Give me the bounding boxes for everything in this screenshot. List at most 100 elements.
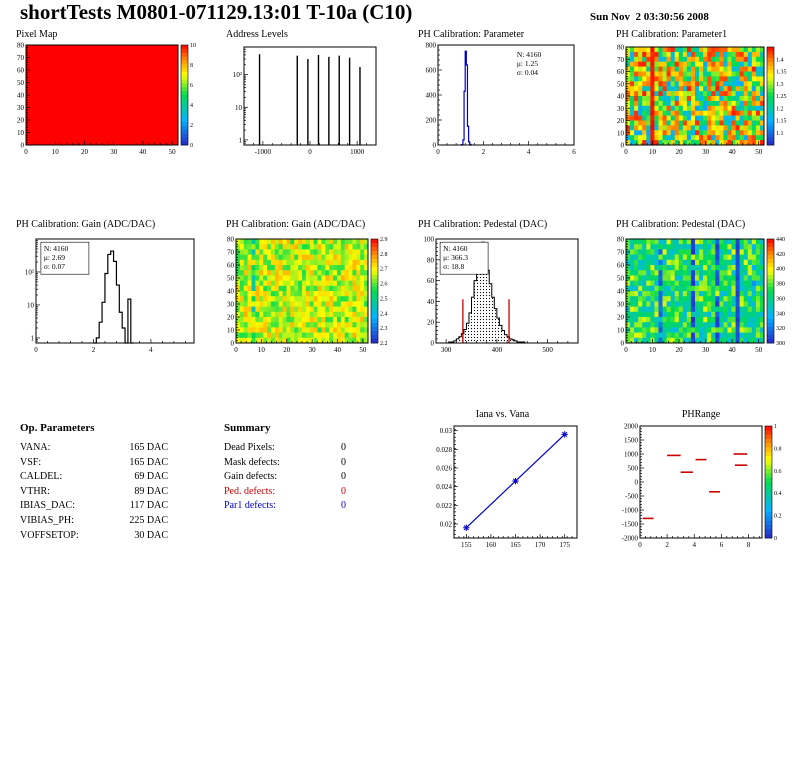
svg-text:80: 80 bbox=[227, 236, 235, 244]
svg-text:-1000: -1000 bbox=[255, 148, 272, 156]
svg-text:0.2: 0.2 bbox=[774, 514, 782, 520]
pedestal-map-title: PH Calibration: Pedestal (DAC) bbox=[616, 219, 746, 230]
svg-text:1500: 1500 bbox=[624, 437, 639, 445]
svg-text:2: 2 bbox=[665, 541, 669, 549]
svg-text:0.6: 0.6 bbox=[774, 469, 782, 475]
svg-text:40: 40 bbox=[227, 288, 235, 296]
svg-text:200: 200 bbox=[426, 117, 437, 125]
svg-text:20: 20 bbox=[427, 319, 435, 327]
ph-parameter1-title: PH Calibration: Parameter1 bbox=[616, 29, 728, 40]
svg-text:N: 4160: N: 4160 bbox=[44, 244, 69, 253]
op-parameter-label: VSF: bbox=[20, 456, 42, 468]
svg-text:60: 60 bbox=[617, 262, 625, 270]
panel-pedestal-histogram: PH Calibration: Pedestal (DAC) 300 400 500… bbox=[410, 218, 588, 358]
svg-text:μ: 366.3: μ: 366.3 bbox=[443, 253, 468, 262]
svg-text:μ: 2.69: μ: 2.69 bbox=[44, 253, 65, 262]
svg-text:6: 6 bbox=[572, 148, 576, 156]
svg-text:20: 20 bbox=[617, 117, 625, 125]
svg-text:30: 30 bbox=[110, 148, 118, 156]
op-parameter-value: 30 DAC bbox=[134, 529, 168, 541]
svg-text:60: 60 bbox=[617, 68, 625, 76]
svg-text:30: 30 bbox=[309, 346, 317, 354]
summary-label: Gain defects: bbox=[224, 471, 278, 483]
svg-text:0: 0 bbox=[774, 536, 777, 542]
svg-text:70: 70 bbox=[617, 56, 625, 64]
summary-title: Summary bbox=[224, 422, 271, 434]
svg-text:2.2: 2.2 bbox=[380, 341, 388, 347]
svg-text:-1000: -1000 bbox=[622, 507, 639, 515]
svg-text:σ: 0.07: σ: 0.07 bbox=[44, 262, 65, 271]
svg-text:50: 50 bbox=[755, 346, 763, 354]
svg-text:420: 420 bbox=[776, 252, 785, 258]
svg-text:1000: 1000 bbox=[624, 451, 639, 459]
svg-text:50: 50 bbox=[17, 79, 25, 87]
svg-text:0: 0 bbox=[234, 346, 238, 354]
svg-text:0: 0 bbox=[431, 340, 435, 348]
op-parameter-row: VANA: 165 DAC bbox=[20, 441, 168, 456]
svg-text:4: 4 bbox=[527, 148, 531, 156]
svg-text:0: 0 bbox=[621, 142, 625, 150]
svg-text:165: 165 bbox=[510, 541, 521, 549]
pedestal-heatmap: 440 420 400 380 360 340 320 300 0 10 20 30 40 50 0 10 20… bbox=[617, 236, 785, 355]
op-parameter-row: VIBIAS_PH: 225 DAC bbox=[20, 514, 168, 529]
svg-text:40: 40 bbox=[729, 346, 737, 354]
svg-text:0: 0 bbox=[436, 148, 440, 156]
summary-row-par1-defects: Par1 defects: 0 bbox=[224, 499, 346, 514]
panel-summary: Summary Dead Pixels: 0 Mask defects: 0 Gai… bbox=[224, 422, 346, 514]
svg-text:2: 2 bbox=[482, 148, 486, 156]
svg-text:60: 60 bbox=[427, 277, 435, 285]
op-parameter-value: 165 DAC bbox=[129, 442, 168, 453]
svg-text:1: 1 bbox=[774, 424, 777, 430]
svg-text:60: 60 bbox=[227, 262, 235, 270]
pedestal-histogram-title: PH Calibration: Pedestal (DAC) bbox=[418, 219, 548, 230]
address-levels-title: Address Levels bbox=[226, 29, 288, 40]
svg-text:40: 40 bbox=[427, 298, 435, 306]
op-parameter-label: VOFFSETOP: bbox=[20, 529, 79, 541]
svg-text:0.03: 0.03 bbox=[440, 427, 453, 435]
svg-text:500: 500 bbox=[542, 346, 553, 354]
svg-text:0: 0 bbox=[190, 143, 193, 149]
svg-text:80: 80 bbox=[617, 236, 625, 244]
op-parameter-label: VTHR: bbox=[20, 485, 50, 497]
svg-text:500: 500 bbox=[628, 465, 639, 473]
svg-text:30: 30 bbox=[17, 104, 25, 112]
op-parameter-label: VANA: bbox=[20, 442, 51, 453]
svg-text:50: 50 bbox=[227, 275, 235, 283]
svg-text:6: 6 bbox=[720, 541, 724, 549]
svg-text:2000: 2000 bbox=[624, 423, 639, 431]
svg-text:40: 40 bbox=[617, 288, 625, 296]
summary-row-ped-defects: Ped. defects: 0 bbox=[224, 485, 346, 500]
svg-text:0: 0 bbox=[624, 148, 628, 156]
svg-text:4: 4 bbox=[190, 103, 193, 109]
svg-text:70: 70 bbox=[617, 249, 625, 257]
summary-value: 0 bbox=[341, 471, 346, 483]
svg-text:0: 0 bbox=[21, 142, 25, 150]
svg-text:1.1: 1.1 bbox=[776, 131, 784, 137]
summary-label: Par1 defects: bbox=[224, 500, 276, 512]
svg-text:6: 6 bbox=[190, 83, 193, 89]
svg-text:170: 170 bbox=[535, 541, 546, 549]
svg-text:1: 1 bbox=[239, 136, 243, 144]
summary-value: 0 bbox=[341, 500, 346, 512]
svg-text:0: 0 bbox=[34, 346, 38, 354]
op-parameter-label: CALDEL: bbox=[20, 471, 63, 483]
svg-text:10: 10 bbox=[190, 43, 196, 49]
svg-text:50: 50 bbox=[617, 275, 625, 283]
svg-text:2.6: 2.6 bbox=[380, 282, 388, 288]
svg-text:50: 50 bbox=[755, 148, 763, 156]
svg-text:2.9: 2.9 bbox=[380, 237, 388, 243]
svg-text:800: 800 bbox=[426, 42, 437, 50]
svg-text:400: 400 bbox=[776, 267, 785, 273]
panel-iana-vs-vana: Iana vs. Vana 155 160 165 170 175 0.02 0.022 0.… bbox=[420, 408, 585, 553]
summary-row-mask-defects: Mask defects: 0 bbox=[224, 456, 346, 471]
panel-ph-parameter: PH Calibration: Parameter 0 2 4 6 0 200 400 600… bbox=[410, 28, 582, 160]
svg-text:-500: -500 bbox=[625, 493, 638, 501]
panel-pedestal-map: PH Calibration: Pedestal (DAC) 440 420 400… bbox=[608, 218, 794, 358]
svg-text:10: 10 bbox=[227, 327, 235, 335]
svg-text:30: 30 bbox=[702, 148, 710, 156]
svg-text:10²: 10² bbox=[25, 268, 34, 276]
pixel-map-title: Pixel Map bbox=[16, 29, 58, 40]
op-parameter-value: 69 DAC bbox=[134, 471, 168, 483]
svg-text:0.02: 0.02 bbox=[440, 521, 453, 529]
svg-text:60: 60 bbox=[17, 67, 25, 75]
